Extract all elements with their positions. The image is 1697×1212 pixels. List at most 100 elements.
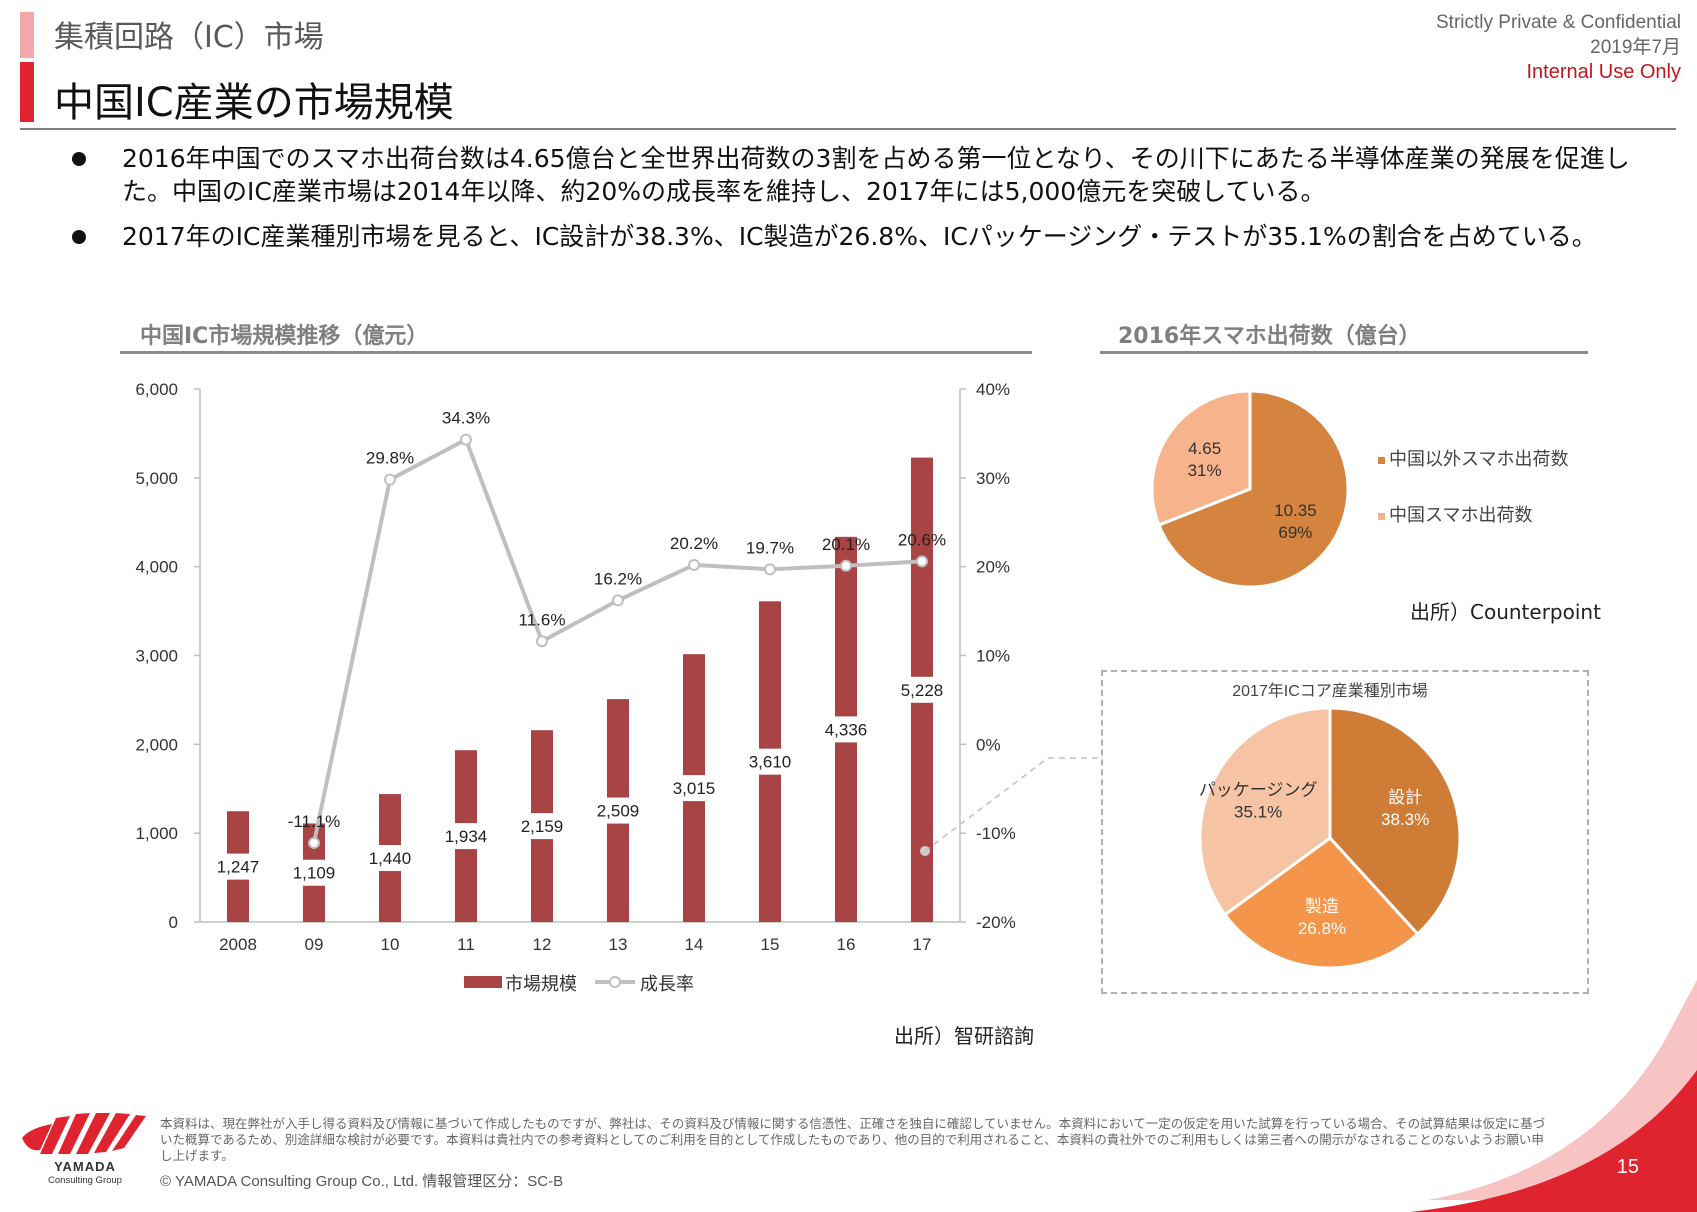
growth-rate-label: 20.1%	[822, 535, 870, 554]
x-tick-label: 2008	[219, 935, 257, 954]
growth-rate-point	[536, 635, 548, 648]
x-tick-label: 15	[761, 935, 780, 954]
y-tick-label: 1,000	[135, 824, 178, 843]
y-tick-label: 6,000	[135, 380, 178, 399]
bar-value-label: 4,336	[825, 720, 868, 739]
y-tick-label: 4,000	[135, 558, 178, 577]
ic-core-chart-title: 2017年ICコア産業種別市場	[1232, 682, 1428, 700]
market-chart-title-rule	[120, 351, 1032, 354]
y2-tick-label: 0%	[976, 735, 1001, 754]
bar-label-bg	[661, 775, 727, 802]
ic-core-slice-label: パッケージング	[1199, 780, 1318, 799]
market-chart-title: 中国IC市場規模推移（億元）	[140, 324, 429, 349]
bullet-dot-icon	[72, 230, 86, 244]
ic-core-slice-label: 設計	[1388, 788, 1422, 807]
growth-rate-label: -11.1%	[288, 812, 341, 831]
bar-label-bg	[813, 716, 879, 743]
y2-tick-label: 30%	[976, 469, 1010, 488]
section-title: 集積回路（IC）市場	[54, 20, 324, 55]
growth-rate-label: 20.6%	[898, 530, 946, 549]
x-tick-label: 17	[913, 935, 932, 954]
bullet-text: 2017年のIC産業種別市場を見ると、IC設計が38.3%、IC製造が26.8%…	[122, 222, 1597, 251]
bullet-list: 2016年中国でのスマホ出荷台数は4.65億台と全世界出荷数の3割を占める第一位…	[64, 142, 1644, 265]
header-meta: Strictly Private & Confidential 2019年7月 …	[1436, 10, 1681, 85]
bullet-item: 2017年のIC産業種別市場を見ると、IC設計が38.3%、IC製造が26.8%…	[64, 220, 1644, 253]
title-divider	[20, 128, 1676, 130]
bar-value-label: 2,159	[521, 817, 564, 836]
y2-tick-label: 40%	[976, 380, 1010, 399]
growth-rate-label: 29.8%	[366, 449, 414, 468]
bar-label-bg	[357, 845, 423, 872]
logo-subtitle: Consulting Group	[48, 1175, 122, 1186]
ic-core-pie-slice	[1328, 706, 1462, 937]
bar-label-bg	[433, 823, 499, 850]
pie-legend-label: 中国以外スマホ出荷数	[1389, 449, 1568, 469]
x-tick-label: 11	[457, 935, 475, 954]
y-tick-label: 2,000	[135, 735, 178, 754]
growth-rate-label: 11.6%	[519, 610, 566, 629]
bullet-dot-icon	[72, 152, 86, 166]
growth-rate-point	[308, 836, 320, 849]
pie-legend-label: 中国スマホ出荷数	[1389, 505, 1532, 525]
date-label: 2019年7月	[1590, 37, 1681, 58]
legend-bar-label: 市場規模	[505, 974, 577, 994]
y-tick-label: 3,000	[135, 647, 178, 666]
copyright-text: © YAMADA Consulting Group Co., Ltd. 情報管理…	[160, 1173, 564, 1190]
smartphone-chart-title-rule	[1100, 351, 1588, 354]
pie-value-label: 4.65	[1188, 439, 1221, 458]
ic-core-pie-slice	[1222, 835, 1420, 970]
growth-rate-label: 20.2%	[670, 534, 718, 553]
ic-core-slice-percent: 38.3%	[1381, 810, 1429, 829]
growth-rate-point	[384, 473, 396, 486]
growth-rate-point	[840, 559, 852, 572]
smartphone-chart-source: 出所）Counterpoint	[1410, 600, 1601, 624]
y2-tick-label: 20%	[976, 558, 1010, 577]
bar-label-bg	[737, 748, 803, 775]
legend-line-marker	[609, 976, 621, 988]
ic-core-slice-label: 製造	[1305, 897, 1339, 916]
bar-value-label: 1,934	[445, 827, 488, 846]
y-tick-label: 5,000	[135, 469, 178, 488]
logo-name: YAMADA	[54, 1159, 116, 1174]
bar-label-bg	[205, 853, 271, 880]
bar-value-label: 1,109	[293, 864, 336, 883]
logo-mark-icon	[22, 1113, 146, 1154]
bar-label-bg	[889, 676, 955, 703]
pie-value-label: 10.35	[1274, 501, 1317, 520]
growth-rate-label: 19.7%	[746, 538, 794, 557]
growth-rate-point	[688, 558, 700, 571]
smartphone-pie-slice	[1150, 389, 1252, 528]
bar-value-label: 1,247	[217, 858, 260, 877]
growth-rate-point	[764, 563, 776, 576]
legend-bar-swatch	[464, 976, 502, 988]
smartphone-pie-slice	[1156, 389, 1350, 589]
bar-value-label: 1,440	[369, 849, 412, 868]
pie-legend-swatch	[1378, 513, 1385, 520]
leader-line	[924, 757, 1100, 852]
growth-rate-point	[916, 555, 928, 568]
growth-rate-point	[612, 594, 624, 607]
ic-core-slice-percent: 26.8%	[1298, 919, 1346, 938]
x-tick-label: 14	[685, 935, 704, 954]
pie-percent-label: 31%	[1188, 461, 1222, 480]
bullet-item: 2016年中国でのスマホ出荷台数は4.65億台と全世界出荷数の3割を占める第一位…	[64, 142, 1644, 208]
page-number: 15	[1616, 1156, 1639, 1178]
bar-value-label: 3,015	[673, 779, 716, 798]
bar-label-bg	[281, 859, 347, 886]
bar-value-label: 2,509	[597, 802, 640, 821]
internal-use-label: Internal Use Only	[1526, 61, 1681, 83]
y2-tick-label: 10%	[976, 647, 1010, 666]
company-logo: YAMADA Consulting Group	[20, 1160, 150, 1188]
legend-line-label: 成長率	[640, 974, 694, 994]
page-title: 中国IC産業の市場規模	[54, 80, 454, 126]
x-tick-label: 10	[381, 935, 400, 954]
x-tick-label: 12	[533, 935, 552, 954]
title-accent-light	[20, 12, 34, 58]
pie-percent-label: 69%	[1278, 523, 1312, 542]
bullet-text: 2016年中国でのスマホ出荷台数は4.65億台と全世界出荷数の3割を占める第一位…	[122, 144, 1630, 206]
growth-rate-label: 34.3%	[442, 409, 490, 428]
ic-core-chart-box	[1101, 670, 1589, 994]
